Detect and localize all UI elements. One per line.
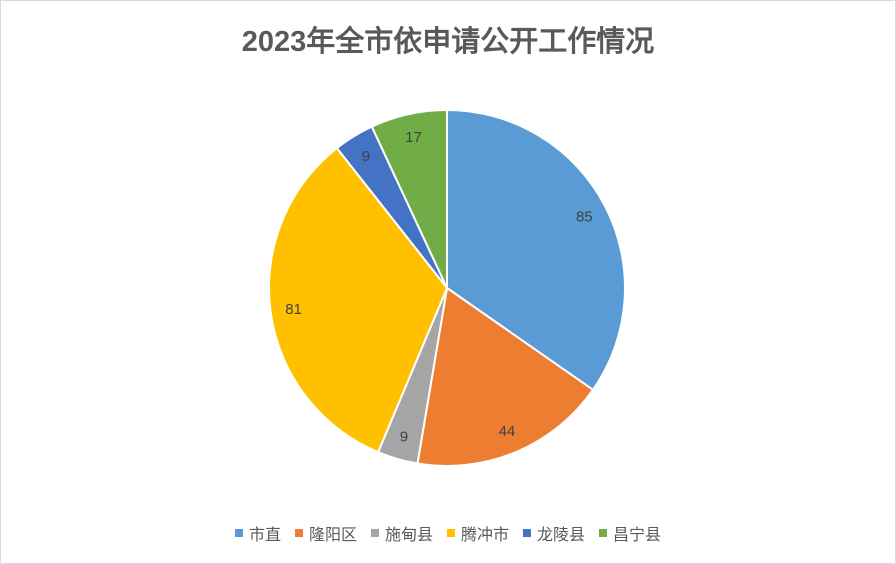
data-label-3: 81	[285, 301, 302, 318]
legend-label: 市直	[248, 527, 281, 544]
legend-label: 腾冲市	[461, 527, 510, 544]
pie-slice-3	[268, 146, 449, 454]
chart-title: 2023年全市依申请公开工作情况	[241, 26, 655, 58]
legend-item: 市直	[234, 521, 281, 545]
data-label-0: 85	[576, 208, 593, 225]
legend-label: 昌宁县	[613, 527, 662, 544]
legend: 市直 隆阳区 施甸县 腾冲市 龙陵县 昌宁县	[0, 521, 896, 545]
legend-item: 隆阳区	[294, 521, 357, 545]
legend-label: 施甸县	[384, 527, 433, 544]
legend-swatch	[234, 529, 243, 537]
legend-item: 腾冲市	[447, 521, 509, 545]
legend-label: 隆阳区	[308, 527, 357, 544]
legend-label: 龙陵县	[537, 527, 586, 544]
data-label-2: 9	[400, 429, 408, 446]
legend-swatch	[370, 529, 379, 537]
pie-slice-0	[446, 108, 626, 392]
pie-slice-5	[370, 108, 448, 289]
data-label-1: 44	[499, 423, 516, 440]
data-label-4: 9	[362, 148, 370, 165]
legend-swatch	[523, 529, 532, 537]
pie-slice-1	[416, 286, 595, 467]
legend-swatch	[599, 529, 608, 537]
legend-item: 龙陵县	[523, 521, 585, 545]
legend-item: 施甸县	[370, 521, 433, 545]
legend-swatch	[294, 529, 303, 537]
legend-swatch	[447, 529, 455, 537]
legend-item: 昌宁县	[599, 521, 661, 545]
data-label-5: 17	[405, 129, 422, 146]
